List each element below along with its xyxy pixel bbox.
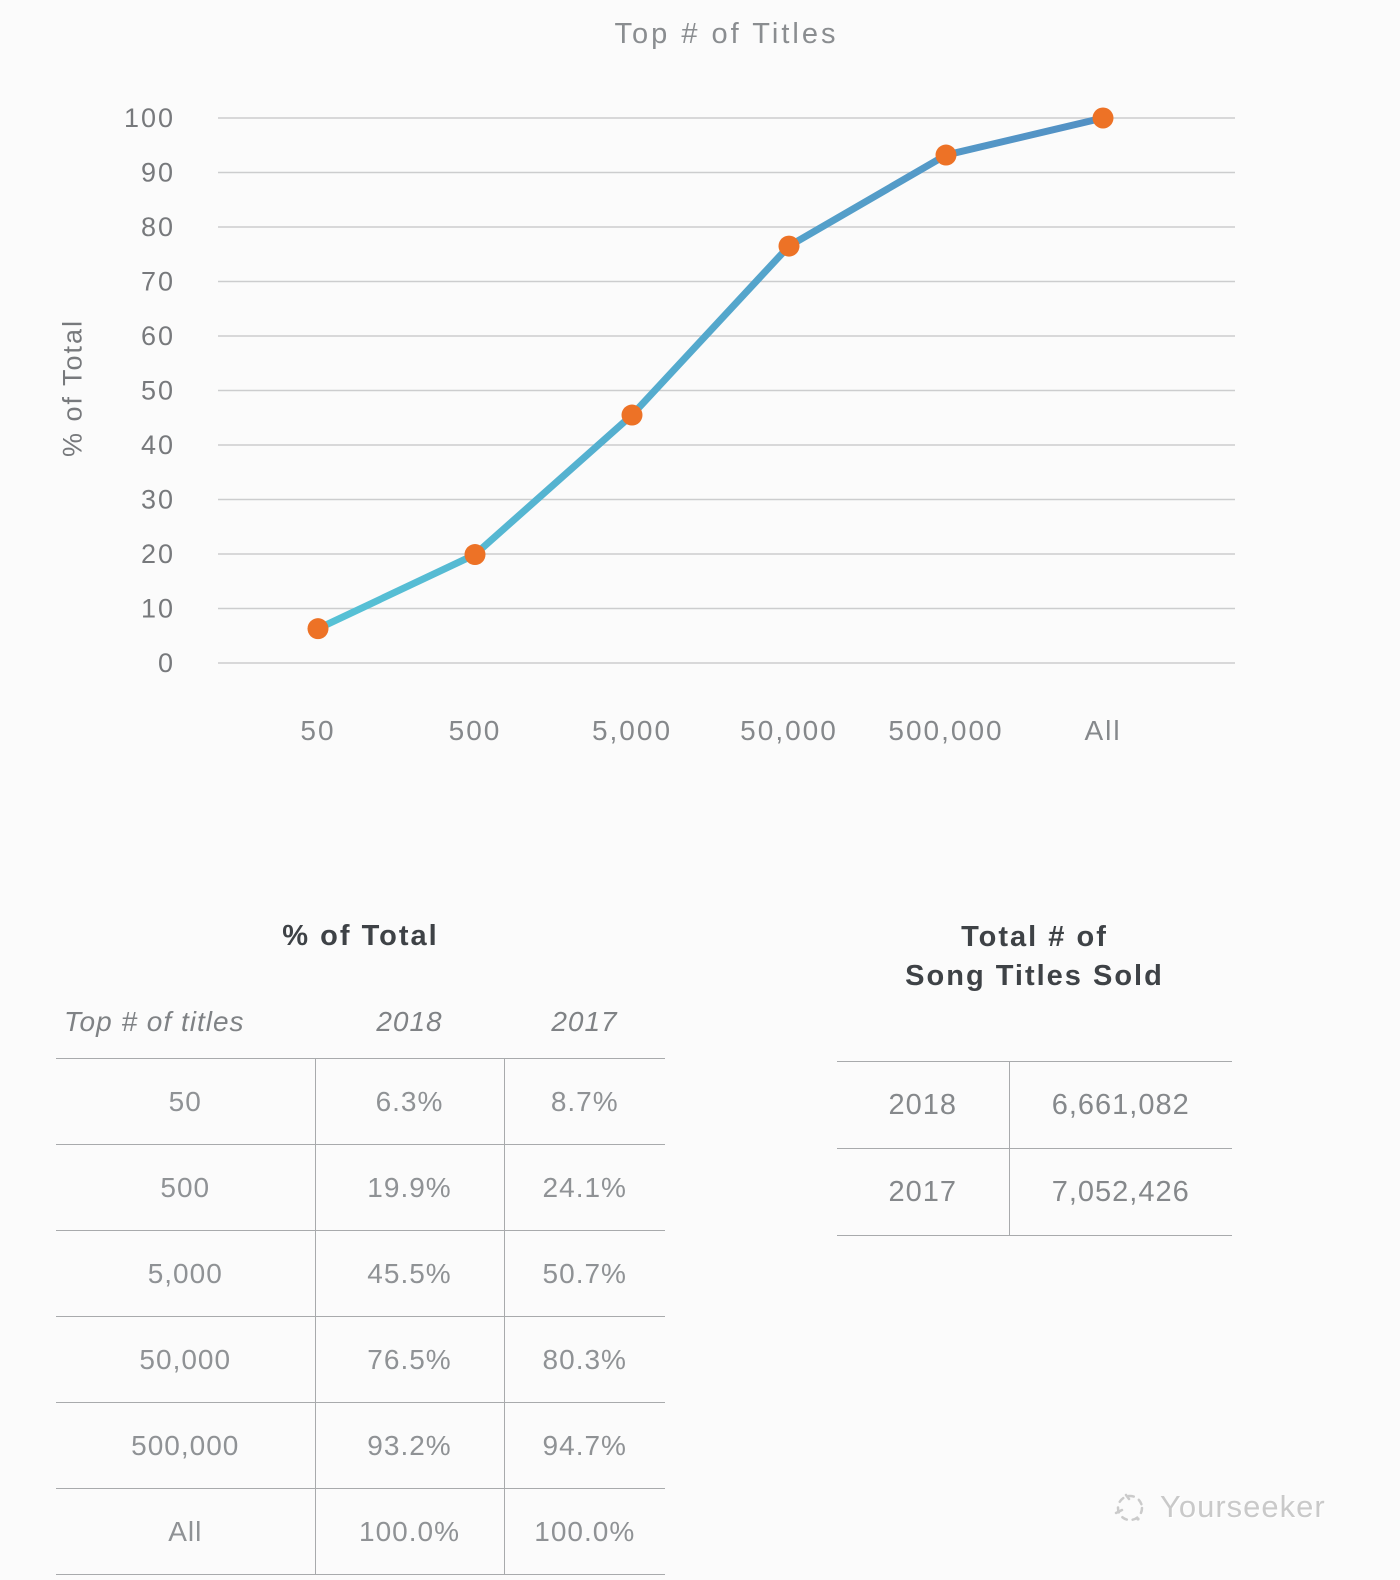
trend-line [314,114,1107,633]
chart-title: Top # of Titles [614,18,839,50]
table-cell: 100.0% [503,1488,665,1575]
table-cell: 50 [56,1058,315,1145]
y-tick-label: 10 [141,594,175,624]
pct-table: 50 6.3% 8.7% 500 19.9% 24.1% 5,000 45.5%… [56,1058,665,1575]
pct-table-title: % of Total [282,920,439,952]
y-tick-label: 100 [124,103,175,133]
table-cell: 100.0% [314,1488,504,1575]
table-cell: All [56,1488,315,1575]
table-cell: 45.5% [314,1230,504,1317]
y-tick-label: 70 [141,267,175,297]
y-tick-labels: 0 10 20 30 40 50 60 70 80 90 100 [124,103,175,678]
table-cell: 94.7% [503,1402,665,1489]
table-cell: 76.5% [314,1316,504,1403]
table-cell: 93.2% [314,1402,504,1489]
table-cell: 8.7% [503,1058,665,1145]
table-cell: 2018 [837,1061,1009,1149]
yourseeker-logo-icon [1114,1493,1144,1522]
watermark-label: Yourseeker [1160,1489,1326,1524]
data-point [307,618,329,640]
y-tick-label: 50 [141,376,175,406]
data-point [1092,107,1114,129]
table-cell: 500 [56,1144,315,1231]
totals-title-line1: Total # of [961,921,1108,953]
data-point [935,144,957,166]
x-tick-label: 50,000 [740,715,838,746]
table-row: 50,000 76.5% 80.3% [56,1316,665,1403]
totals-table: 2018 6,661,082 2017 7,052,426 [837,1061,1232,1236]
table-row: 50 6.3% 8.7% [56,1058,665,1145]
pct-table-column-headers: Top # of titles 2018 2017 [56,1002,665,1042]
table-cell: 6,661,082 [1008,1061,1232,1149]
data-point [464,544,486,566]
watermark: Yourseeker [1108,1486,1326,1528]
x-tick-label: 5,000 [592,715,672,746]
column-header-top-titles: Top # of titles [64,1006,245,1037]
y-tick-label: 60 [141,321,175,351]
table-cell: 7,052,426 [1008,1148,1232,1236]
y-tick-label: 40 [141,430,175,460]
table-row: 500 19.9% 24.1% [56,1144,665,1231]
table-row: 5,000 45.5% 50.7% [56,1230,665,1317]
column-header-2017: 2017 [551,1006,618,1037]
table-cell: 50.7% [503,1230,665,1317]
table-row: 500,000 93.2% 94.7% [56,1402,665,1489]
table-cell: 19.9% [314,1144,504,1231]
data-series [307,107,1114,640]
y-tick-label: 0 [158,648,175,678]
column-header-2018: 2018 [376,1006,443,1037]
totals-title-line2: Song Titles Sold [905,960,1164,992]
table-cell: 2017 [837,1148,1009,1236]
x-tick-label: 500,000 [888,715,1003,746]
x-tick-labels: 50 500 5,000 50,000 500,000 All [300,715,1121,746]
table-cell: 80.3% [503,1316,665,1403]
table-row: All 100.0% 100.0% [56,1488,665,1575]
table-cell: 24.1% [503,1144,665,1231]
data-point [621,404,643,426]
data-point [778,235,800,257]
x-tick-label: 500 [449,715,502,746]
table-row: 2017 7,052,426 [837,1148,1232,1236]
y-tick-label: 20 [141,539,175,569]
table-cell: 500,000 [56,1402,315,1489]
table-row: 2018 6,661,082 [837,1061,1232,1149]
totals-table-title: Total # of Song Titles Sold [837,918,1232,996]
gridlines [218,117,1235,664]
x-tick-label: All [1084,715,1121,746]
y-tick-label: 30 [141,485,175,515]
y-tick-label: 80 [141,212,175,242]
x-tick-label: 50 [300,715,335,746]
table-cell: 5,000 [56,1230,315,1317]
y-tick-label: 90 [141,158,175,188]
table-cell: 6.3% [314,1058,504,1145]
table-cell: 50,000 [56,1316,315,1403]
